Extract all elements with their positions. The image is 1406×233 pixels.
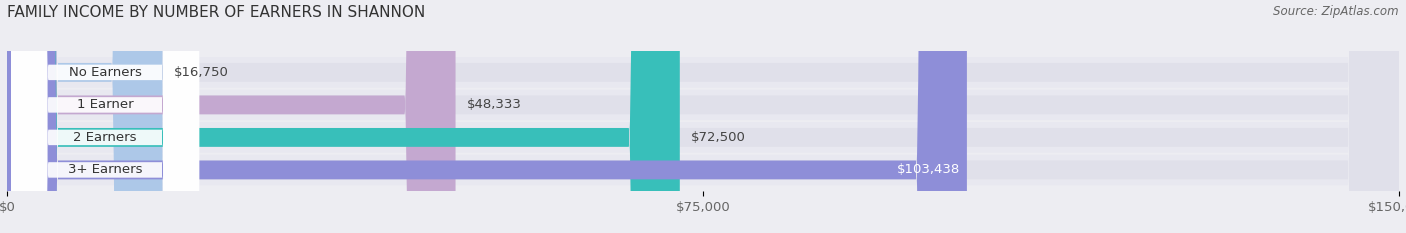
Text: 3+ Earners: 3+ Earners <box>67 163 142 176</box>
FancyBboxPatch shape <box>7 0 163 233</box>
FancyBboxPatch shape <box>7 0 1399 233</box>
FancyBboxPatch shape <box>11 0 200 233</box>
FancyBboxPatch shape <box>7 0 1399 233</box>
FancyBboxPatch shape <box>7 0 1399 233</box>
FancyBboxPatch shape <box>7 0 967 233</box>
FancyBboxPatch shape <box>7 0 1399 233</box>
Text: No Earners: No Earners <box>69 66 142 79</box>
FancyBboxPatch shape <box>7 0 1399 233</box>
FancyBboxPatch shape <box>7 0 681 233</box>
Text: 2 Earners: 2 Earners <box>73 131 136 144</box>
Text: $48,333: $48,333 <box>467 98 522 111</box>
Text: FAMILY INCOME BY NUMBER OF EARNERS IN SHANNON: FAMILY INCOME BY NUMBER OF EARNERS IN SH… <box>7 5 425 20</box>
FancyBboxPatch shape <box>7 0 1399 233</box>
Text: 1 Earner: 1 Earner <box>77 98 134 111</box>
Text: Source: ZipAtlas.com: Source: ZipAtlas.com <box>1274 5 1399 18</box>
FancyBboxPatch shape <box>11 0 200 233</box>
FancyBboxPatch shape <box>7 0 1399 233</box>
FancyBboxPatch shape <box>7 0 456 233</box>
Text: $16,750: $16,750 <box>173 66 228 79</box>
FancyBboxPatch shape <box>7 0 1399 233</box>
FancyBboxPatch shape <box>11 0 200 233</box>
Text: $72,500: $72,500 <box>690 131 745 144</box>
FancyBboxPatch shape <box>11 0 200 233</box>
Text: $103,438: $103,438 <box>897 163 960 176</box>
